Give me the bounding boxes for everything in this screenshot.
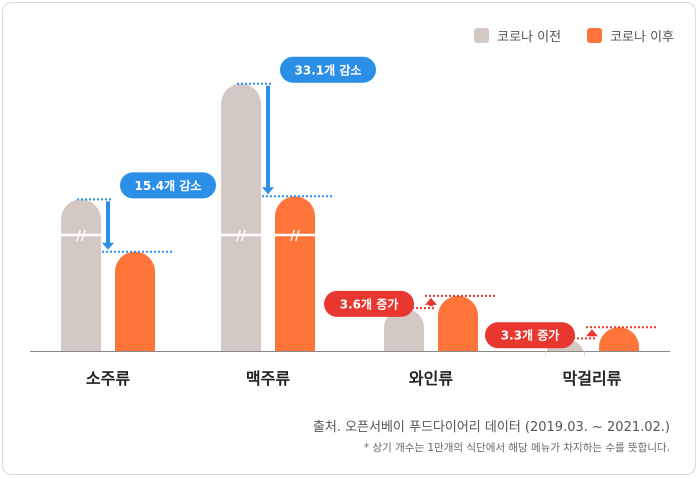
legend-label-before: 코로나 이전 [497, 30, 562, 45]
annotation-1-label: 33.1개 감소 [295, 62, 362, 77]
annotation-3-label: 3.3개 증가 [501, 328, 560, 343]
annotation-arrow-head-0 [102, 242, 114, 250]
category-label-3: 막걸리류 [563, 369, 622, 388]
legend-item-before: 코로나 이전 [474, 26, 561, 45]
category-label-2: 와인류 [409, 369, 453, 388]
annotation-0-badge [120, 172, 216, 199]
bar-after-3 [599, 327, 639, 351]
axis-break-mark-0-0: // [76, 229, 86, 244]
annotation-arrow-head-1 [262, 187, 274, 195]
legend-item-after: 코로나 이후 [587, 26, 674, 45]
category-label-1: 맥주류 [246, 369, 290, 388]
chart-legend: 코로나 이전 코로나 이후 [474, 26, 674, 45]
bar-before-0 [61, 199, 101, 351]
annotation-1-badge [280, 56, 376, 83]
annotation-arrow-head-3 [586, 329, 598, 337]
axis-break-mark-0-1: // [236, 229, 246, 244]
legend-label-after: 코로나 이후 [610, 30, 674, 45]
legend-swatch-after [587, 28, 603, 43]
annotation-2-badge [324, 290, 414, 317]
annotation-2-label: 3.6개 증가 [340, 296, 399, 311]
bar-after-2 [438, 295, 478, 351]
category-label-0: 소주류 [86, 369, 130, 388]
axis-break-mark-1-1: // [290, 229, 300, 244]
bar-after-1 [275, 196, 315, 351]
legend-swatch-before [474, 28, 490, 43]
bar-before-2 [384, 308, 424, 351]
annotation-0-label: 15.4개 감소 [135, 178, 202, 193]
annotation-arrow-head-2 [425, 297, 437, 305]
bar-before-1 [221, 83, 261, 351]
source-text: 출처. 오픈서베이 푸드다이어리 데이터 (2019.03. ~ 2021.02… [312, 420, 670, 435]
footnote-text: * 상기 개수는 1만개의 식단에서 해당 메뉴가 차지하는 수를 뜻합니다. [363, 442, 670, 454]
annotation-3-badge [485, 322, 575, 349]
bar-after-0 [115, 251, 155, 351]
